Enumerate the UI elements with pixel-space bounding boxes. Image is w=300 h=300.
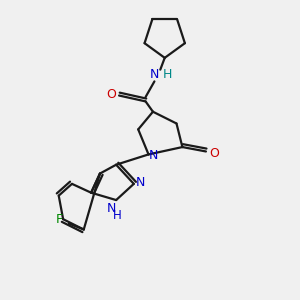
Text: N: N xyxy=(150,68,159,81)
Text: N: N xyxy=(136,176,145,189)
Text: N: N xyxy=(107,202,116,215)
Text: O: O xyxy=(106,88,116,100)
Text: N: N xyxy=(149,149,158,162)
Text: F: F xyxy=(56,213,63,226)
Text: H: H xyxy=(112,209,122,222)
Text: O: O xyxy=(209,147,219,160)
Text: H: H xyxy=(162,68,172,81)
